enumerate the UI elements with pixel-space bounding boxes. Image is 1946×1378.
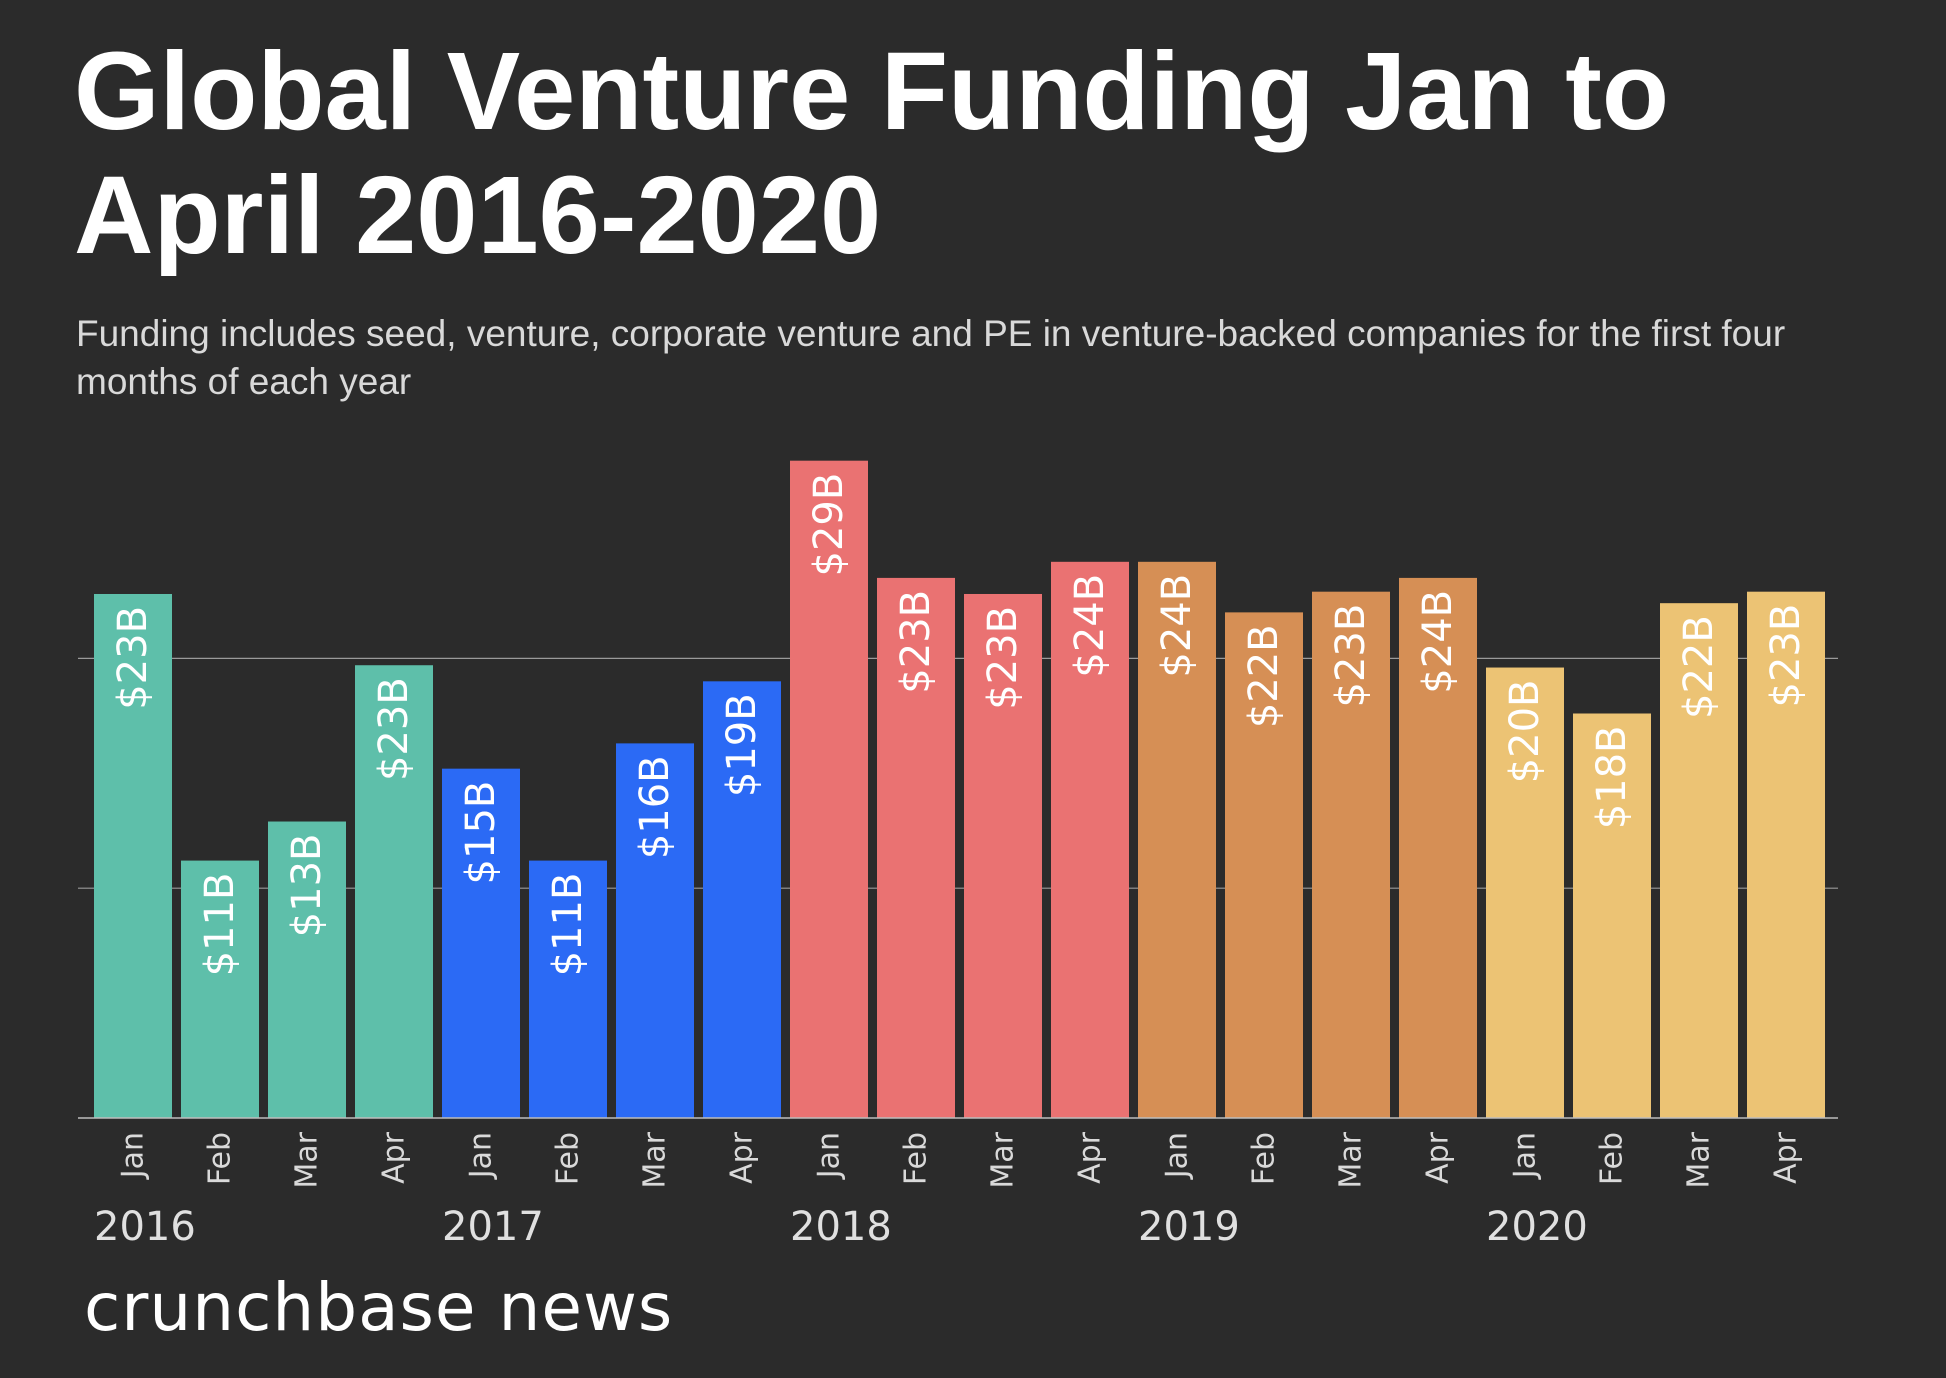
x-tick-label: Feb xyxy=(1247,1132,1282,1185)
brand-logo: crunchbase news xyxy=(84,1269,674,1346)
bar-value-label: $23B xyxy=(371,677,417,781)
bar xyxy=(94,593,172,1118)
bar xyxy=(1399,577,1477,1118)
year-label: 2018 xyxy=(790,1204,892,1250)
bar xyxy=(1660,603,1738,1118)
bar xyxy=(1747,591,1825,1118)
x-tick-label: Feb xyxy=(1595,1132,1630,1185)
bar-value-label: $24B xyxy=(1415,590,1461,694)
bar-value-label: $23B xyxy=(1763,604,1809,708)
year-label: 2020 xyxy=(1486,1204,1588,1250)
bar-value-label: $23B xyxy=(980,606,1026,710)
bar-value-label: $19B xyxy=(719,693,765,797)
bar xyxy=(1138,561,1216,1118)
x-tick-label: Apr xyxy=(1769,1131,1804,1184)
x-tick-label: Feb xyxy=(203,1132,238,1185)
bar xyxy=(616,743,694,1118)
bar xyxy=(703,681,781,1118)
bar xyxy=(442,768,520,1118)
year-label: 2016 xyxy=(94,1204,196,1250)
bar-value-label: $11B xyxy=(197,873,243,977)
x-tick-label: Jan xyxy=(1160,1132,1195,1180)
x-tick-label: Apr xyxy=(1073,1131,1108,1184)
bar xyxy=(877,577,955,1118)
bar-value-label: $13B xyxy=(284,834,330,938)
x-tick-label: Jan xyxy=(464,1132,499,1180)
x-tick-label: Mar xyxy=(290,1131,325,1188)
bar-value-label: $22B xyxy=(1241,624,1287,728)
bar-value-label: $15B xyxy=(458,781,504,885)
year-label: 2019 xyxy=(1138,1204,1240,1250)
x-tick-label: Mar xyxy=(1334,1131,1369,1188)
x-tick-label: Feb xyxy=(551,1132,586,1185)
bar-value-label: $20B xyxy=(1502,680,1548,784)
x-tick-label: Feb xyxy=(899,1132,934,1185)
bar xyxy=(529,860,607,1118)
bar-value-label: $23B xyxy=(893,590,939,694)
bar xyxy=(1225,612,1303,1118)
x-tick-label: Apr xyxy=(1421,1131,1456,1184)
x-tick-label: Mar xyxy=(1682,1131,1717,1188)
bar-value-label: $23B xyxy=(1328,604,1374,708)
bar xyxy=(181,860,259,1118)
bar xyxy=(1312,591,1390,1118)
x-tick-label: Mar xyxy=(638,1131,673,1188)
bar-value-label: $29B xyxy=(806,473,852,577)
bar xyxy=(790,460,868,1118)
year-label: 2017 xyxy=(442,1204,544,1250)
bar xyxy=(1573,713,1651,1118)
x-tick-label: Apr xyxy=(377,1131,412,1184)
x-tick-label: Jan xyxy=(116,1132,151,1180)
chart-subtitle: Funding includes seed, venture, corporat… xyxy=(76,313,1786,402)
bar-value-label: $24B xyxy=(1067,574,1113,678)
bar-value-label: $18B xyxy=(1589,725,1635,829)
bar xyxy=(1486,667,1564,1118)
bar-value-label: $16B xyxy=(632,755,678,859)
bar xyxy=(268,821,346,1118)
bar xyxy=(355,665,433,1118)
bar-value-label: $23B xyxy=(110,606,156,710)
chart-title: Global Venture Funding Jan to April 2016… xyxy=(74,30,1670,277)
bar-value-label: $22B xyxy=(1676,615,1722,719)
x-tick-label: Apr xyxy=(725,1131,760,1184)
bar xyxy=(964,593,1042,1118)
x-tick-label: Jan xyxy=(812,1132,847,1180)
bar-value-label: $24B xyxy=(1154,574,1200,678)
x-tick-label: Mar xyxy=(986,1131,1021,1188)
x-tick-label: Jan xyxy=(1508,1132,1543,1180)
bar-value-label: $11B xyxy=(545,873,591,977)
bar xyxy=(1051,561,1129,1118)
